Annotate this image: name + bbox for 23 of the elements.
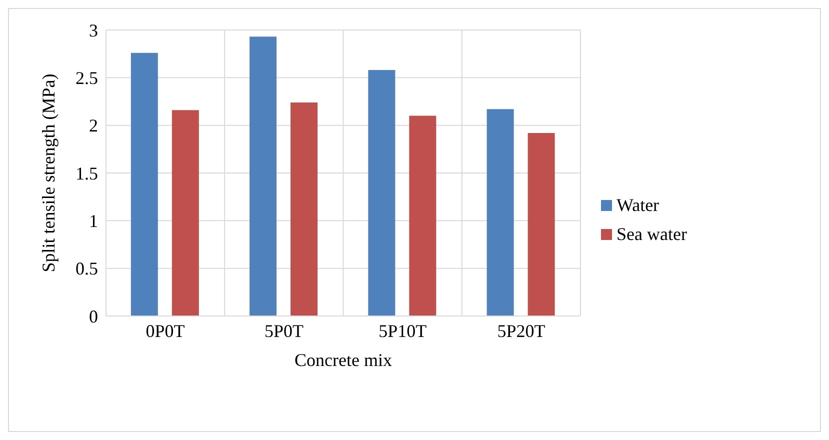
y-tick-label: 0: [89, 306, 98, 326]
y-tick-label: 1: [89, 211, 98, 232]
x-axis-title: Concrete mix: [294, 350, 392, 370]
bar: [486, 109, 514, 316]
legend-label: Water: [616, 195, 660, 216]
bar: [528, 132, 555, 316]
bar: [290, 102, 318, 316]
x-tick-label: 5P10T: [378, 320, 427, 341]
x-tick-label: 5P0T: [264, 320, 304, 341]
bar: [250, 36, 277, 316]
y-tick-label: 1.5: [76, 163, 98, 184]
y-tick-label: 2.5: [76, 68, 98, 88]
y-axis-title: Split tensile strength (MPa): [38, 74, 58, 272]
x-tick-label: 5P20T: [497, 320, 546, 341]
y-tick-label: 3: [89, 20, 98, 40]
bar: [368, 70, 396, 316]
y-tick-label: 0.5: [76, 258, 98, 279]
bar: [130, 52, 158, 316]
bar: [409, 116, 436, 316]
x-tick-label: 0P0T: [146, 320, 185, 341]
bar: [172, 110, 199, 316]
y-tick-label: 2: [89, 116, 98, 136]
legend-label: Sea water: [616, 224, 687, 245]
